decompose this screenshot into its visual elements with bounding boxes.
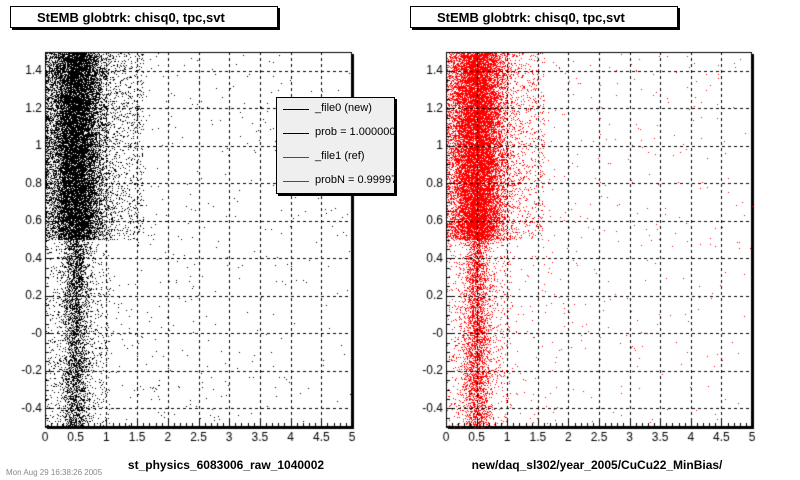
legend-entry-probn: probN = 0.999973 [277,170,395,192]
chart-title-right: StEMB globtrk: chisq0, tpc,svt [410,6,678,28]
chart-title-left: StEMB globtrk: chisq0, tpc,svt [10,6,278,28]
footer-stamp: Mon Aug 29 16:38:26 2005 [6,468,103,477]
legend-label-probn: probN = 0.999973 [315,174,395,186]
legend-entry-file0: _file0 (new) [277,98,394,120]
legend-line-probn [283,181,309,182]
legend: _file0 (new) prob = 1.000000 _file1 (ref… [276,97,395,194]
legend-line-prob [283,133,309,134]
legend-entry-prob: prob = 1.000000 [277,122,395,144]
legend-label-file0: _file0 (new) [315,102,372,114]
x-axis-label-left: st_physics_6083006_raw_1040002 [127,458,325,472]
legend-line-file0 [283,109,309,110]
legend-label-file1: _file1 (ref) [315,150,365,162]
legend-label-prob: prob = 1.000000 [315,126,395,138]
legend-line-file1 [283,157,309,158]
x-axis-label-right: new/daq_sl302/year_2005/CuCu22_MinBias/ [471,458,723,472]
legend-entry-file1: _file1 (ref) [277,146,394,168]
